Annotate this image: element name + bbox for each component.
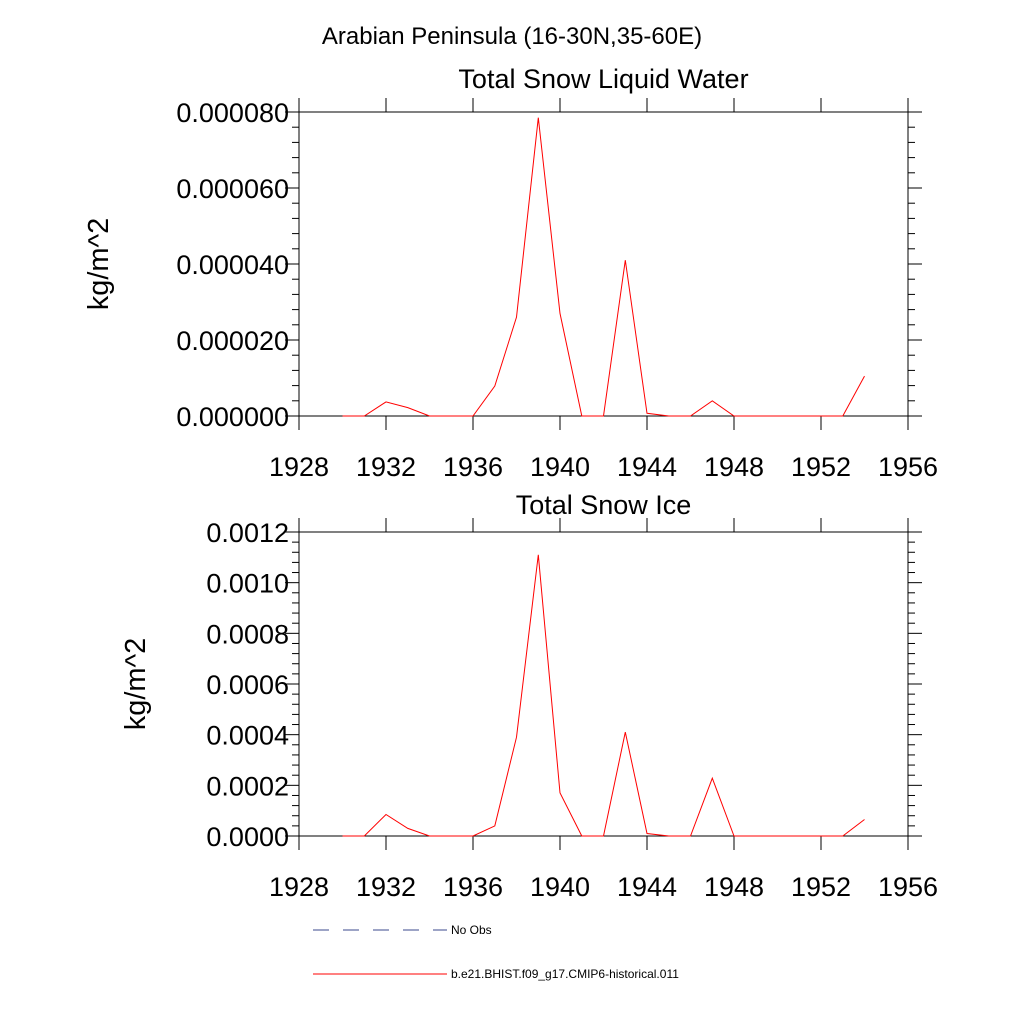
x-tick-label: 1952 bbox=[791, 872, 851, 902]
y-tick-label: 0.0002 bbox=[206, 771, 289, 801]
panel-snow-ice: Total Snow Ice kg/m^2 1928 1932 1936 1940 1944… bbox=[120, 490, 938, 902]
series-line bbox=[342, 554, 865, 837]
x-tick-label: 1932 bbox=[356, 452, 416, 482]
y-tick-label: 0.000080 bbox=[176, 98, 289, 128]
y-tick-label: 0.000040 bbox=[176, 250, 289, 280]
x-tick-label: 1940 bbox=[530, 872, 590, 902]
legend-label-model: b.e21.BHIST.f09_g17.CMIP6-historical.011 bbox=[451, 967, 679, 981]
chart-title: Total Snow Liquid Water bbox=[458, 64, 748, 94]
y-axis-label: kg/m^2 bbox=[83, 218, 115, 311]
x-tick-label: 1928 bbox=[269, 872, 329, 902]
x-tick-label: 1944 bbox=[617, 872, 677, 902]
y-tick-label: 0.000020 bbox=[176, 326, 289, 356]
y-tick-label: 0.0000 bbox=[206, 822, 289, 852]
y-tick-label: 0.000060 bbox=[176, 174, 289, 204]
y-tick-label: 0.0012 bbox=[206, 518, 289, 548]
x-tick-label: 1928 bbox=[269, 452, 329, 482]
x-tick-label: 1932 bbox=[356, 872, 416, 902]
y-tick-label: 0.0008 bbox=[206, 619, 289, 649]
x-tick-label: 1948 bbox=[704, 452, 764, 482]
figure-title: Arabian Peninsula (16-30N,35-60E) bbox=[322, 23, 702, 50]
panel-snow-liquid-water: Total Snow Liquid Water kg/m^2 1928 1932 193… bbox=[83, 64, 938, 482]
plot-frame bbox=[298, 531, 909, 837]
plot-frame bbox=[298, 111, 909, 417]
y-axis-label: kg/m^2 bbox=[120, 638, 152, 731]
series-line bbox=[342, 117, 865, 417]
x-tick-label: 1948 bbox=[704, 872, 764, 902]
y-tick-label: 0.0006 bbox=[206, 670, 289, 700]
legend: No Obs b.e21.BHIST.f09_g17.CMIP6-histori… bbox=[313, 923, 679, 981]
x-tick-label: 1936 bbox=[443, 872, 503, 902]
y-tick-label: 0.0010 bbox=[206, 569, 289, 599]
y-tick-label: 0.000000 bbox=[176, 402, 289, 432]
x-tick-label: 1940 bbox=[530, 452, 590, 482]
x-tick-label: 1956 bbox=[878, 452, 938, 482]
x-tick-label: 1936 bbox=[443, 452, 503, 482]
chart-title: Total Snow Ice bbox=[516, 490, 692, 520]
x-tick-label: 1952 bbox=[791, 452, 851, 482]
x-tick-label: 1956 bbox=[878, 872, 938, 902]
x-tick-label: 1944 bbox=[617, 452, 677, 482]
y-tick-label: 0.0004 bbox=[206, 721, 289, 751]
legend-label-no-obs: No Obs bbox=[451, 923, 492, 937]
